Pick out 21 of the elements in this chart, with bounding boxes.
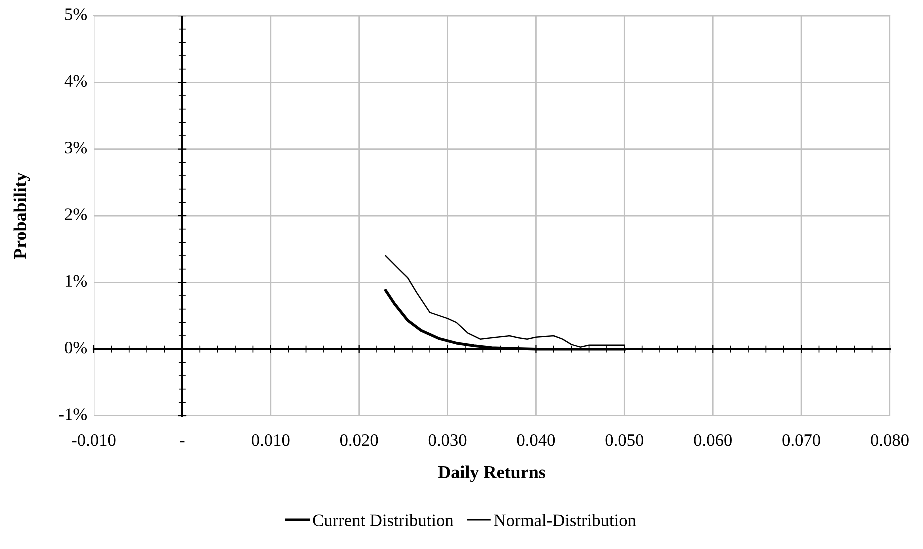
x-tick-label: - [180, 441, 185, 443]
y-tick-label: 3% [65, 142, 88, 154]
legend-label: Normal-Distribution [494, 514, 636, 526]
x-tick-label: 0.010 [252, 434, 290, 446]
y-tick-label: 2% [65, 208, 88, 220]
x-tick-label: 0.070 [782, 434, 820, 446]
x-axis-title: Daily Returns [438, 466, 546, 482]
y-tick-label: -1% [59, 408, 88, 420]
y-tick-label: 4% [64, 75, 88, 88]
x-tick-label: 0.060 [694, 434, 732, 446]
x-tick-label: 0.040 [517, 434, 556, 446]
x-tick-label: -0.010 [72, 434, 116, 446]
y-tick-label: 0% [65, 342, 88, 354]
legend-label: Current Distribution [313, 514, 454, 526]
y-axis-title: Probability [14, 172, 30, 260]
x-tick-label: 0.020 [340, 434, 378, 446]
x-tick-label: 0.030 [428, 434, 467, 446]
y-tick-label: 1% [66, 275, 88, 288]
y-tick-label: 5% [66, 8, 88, 20]
x-tick-label: 0.080 [871, 434, 909, 446]
x-tick-label: 0.050 [606, 434, 644, 446]
